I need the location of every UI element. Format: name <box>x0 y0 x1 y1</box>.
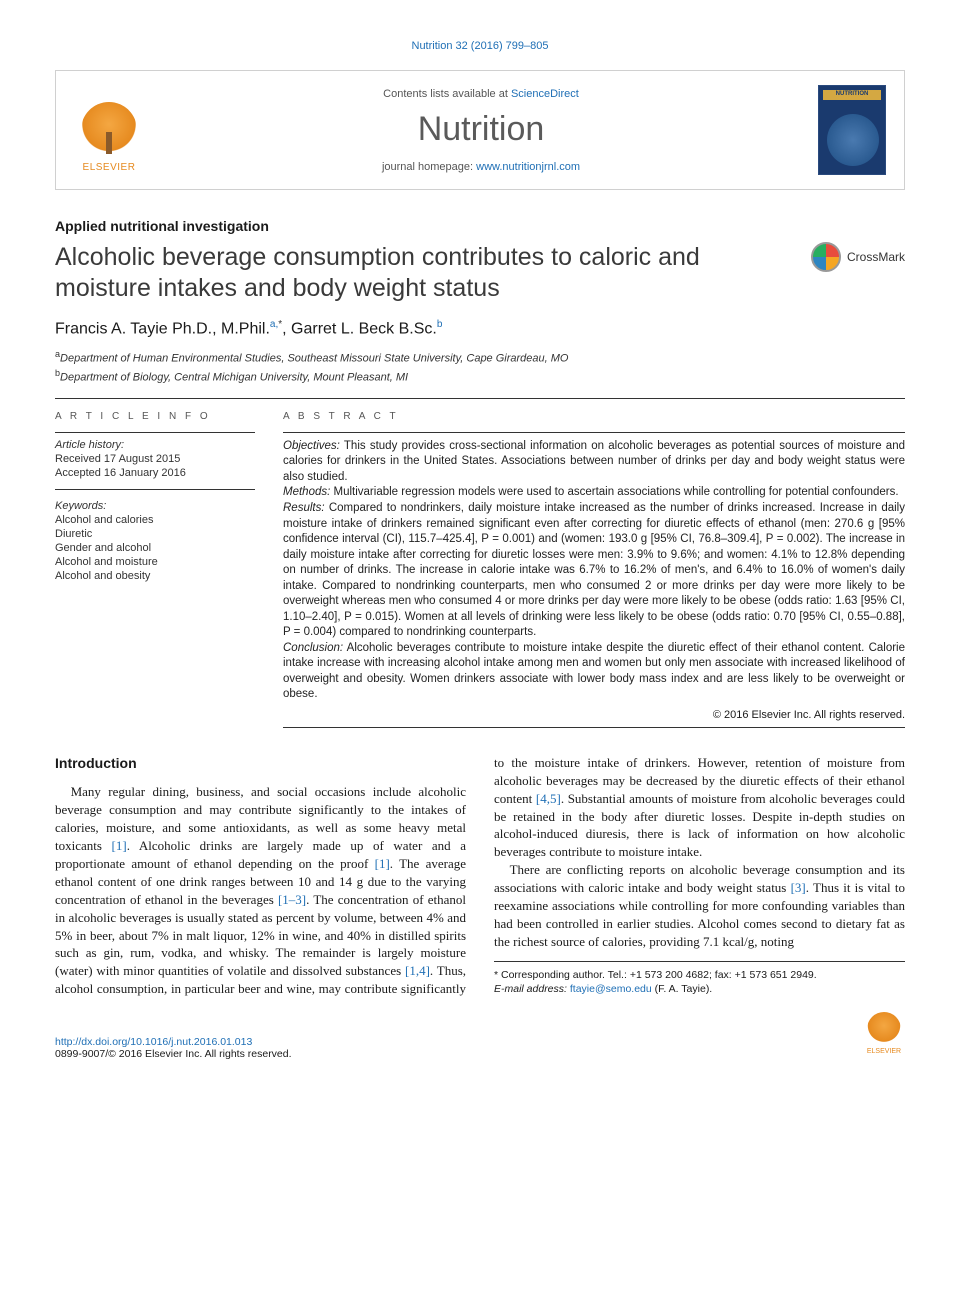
objectives-label: Objectives: <box>283 440 340 452</box>
running-head: Nutrition 32 (2016) 799–805 <box>55 40 905 52</box>
corr-fax: +1 573 651 2949. <box>735 969 817 981</box>
elsevier-footer-logo[interactable]: ELSEVIER <box>863 1012 905 1060</box>
elsevier-wordmark: ELSEVIER <box>867 1048 901 1055</box>
keyword: Diuretic <box>55 528 255 540</box>
citation-link[interactable]: [3] <box>791 880 806 895</box>
methods-text: Multivariable regression models were use… <box>330 486 898 498</box>
introduction-head: Introduction <box>55 754 466 773</box>
history-label: Article history: <box>55 439 255 451</box>
abstract-column: A B S T R A C T Objectives: This study p… <box>283 411 905 728</box>
author-2-affil-sup: b <box>437 319 443 330</box>
crossmark-label: CrossMark <box>847 250 905 264</box>
conclusion-label: Conclusion: <box>283 642 343 654</box>
sciencedirect-link[interactable]: ScienceDirect <box>511 88 579 100</box>
author-1-affil-sup: a,* <box>270 319 282 330</box>
received-date: Received 17 August 2015 <box>55 453 255 465</box>
citation-link[interactable]: [1,4] <box>405 963 430 978</box>
top-rule <box>55 398 905 399</box>
results-label: Results: <box>283 502 325 514</box>
abstract-copyright: © 2016 Elsevier Inc. All rights reserved… <box>283 709 905 721</box>
elsevier-logo[interactable]: ELSEVIER <box>74 88 144 173</box>
author-2: Garret L. Beck B.Sc. <box>291 320 437 337</box>
affiliation-b: Department of Biology, Central Michigan … <box>60 372 408 384</box>
contents-prefix: Contents lists available at <box>383 88 511 100</box>
elsevier-tree-icon <box>81 102 137 158</box>
journal-masthead: ELSEVIER Contents lists available at Sci… <box>55 70 905 190</box>
doi-link[interactable]: http://dx.doi.org/10.1016/j.nut.2016.01.… <box>55 1036 252 1048</box>
article-info-head: A R T I C L E I N F O <box>55 411 255 422</box>
keyword: Alcohol and calories <box>55 514 255 526</box>
article-type: Applied nutritional investigation <box>55 218 905 234</box>
citation-link[interactable]: [4,5] <box>536 791 561 806</box>
cover-label: NUTRITION <box>819 91 885 97</box>
keyword: Gender and alcohol <box>55 542 255 554</box>
author-1: Francis A. Tayie Ph.D., M.Phil. <box>55 320 270 337</box>
page-footer: http://dx.doi.org/10.1016/j.nut.2016.01.… <box>55 1012 905 1060</box>
article-title: Alcoholic beverage consumption contribut… <box>55 242 791 305</box>
running-head-link[interactable]: Nutrition 32 (2016) 799–805 <box>412 40 549 52</box>
article-info-column: A R T I C L E I N F O Article history: R… <box>55 411 255 728</box>
results-text: Compared to nondrinkers, daily moisture … <box>283 502 905 638</box>
corr-tel: +1 573 200 4682 <box>630 969 709 981</box>
elsevier-wordmark: ELSEVIER <box>83 162 136 173</box>
homepage-link[interactable]: www.nutritionjrnl.com <box>476 161 580 173</box>
authors-line: Francis A. Tayie Ph.D., M.Phil.a,*, Garr… <box>55 319 905 338</box>
citation-link[interactable]: [1] <box>375 856 390 871</box>
citation-link[interactable]: [1] <box>112 838 127 853</box>
crossmark-icon <box>811 242 841 272</box>
affiliations: aDepartment of Human Environmental Studi… <box>55 348 905 386</box>
crossmark-widget[interactable]: CrossMark <box>811 242 905 272</box>
keywords-label: Keywords: <box>55 500 255 512</box>
journal-name: Nutrition <box>162 110 800 149</box>
masthead-center: Contents lists available at ScienceDirec… <box>162 88 800 173</box>
author-sep: , <box>282 320 291 337</box>
keyword: Alcohol and obesity <box>55 570 255 582</box>
abstract-head: A B S T R A C T <box>283 411 905 422</box>
conclusion-text: Alcoholic beverages contribute to moistu… <box>283 642 905 701</box>
citation-link[interactable]: [1–3] <box>278 892 306 907</box>
methods-label: Methods: <box>283 486 330 498</box>
contents-lists-line: Contents lists available at ScienceDirec… <box>162 88 800 100</box>
body-paragraph: There are conflicting reports on alcohol… <box>494 861 905 951</box>
elsevier-tree-icon <box>867 1012 901 1046</box>
corr-email-link[interactable]: ftayie@semo.edu <box>570 983 652 995</box>
keyword: Alcohol and moisture <box>55 556 255 568</box>
accepted-date: Accepted 16 January 2016 <box>55 467 255 479</box>
article-body: Introduction Many regular dining, busine… <box>55 754 905 999</box>
homepage-prefix: journal homepage: <box>382 161 476 173</box>
issn-copyright: 0899-9007/© 2016 Elsevier Inc. All right… <box>55 1048 292 1060</box>
corresponding-author-footnote: * Corresponding author. Tel.: +1 573 200… <box>494 961 905 996</box>
objectives-text: This study provides cross-sectional info… <box>283 440 905 483</box>
homepage-line: journal homepage: www.nutritionjrnl.com <box>162 161 800 173</box>
footer-left: http://dx.doi.org/10.1016/j.nut.2016.01.… <box>55 1036 292 1060</box>
affiliation-a: Department of Human Environmental Studie… <box>60 352 568 364</box>
journal-cover-thumbnail[interactable]: NUTRITION <box>818 85 886 175</box>
abstract-body: Objectives: This study provides cross-se… <box>283 439 905 703</box>
